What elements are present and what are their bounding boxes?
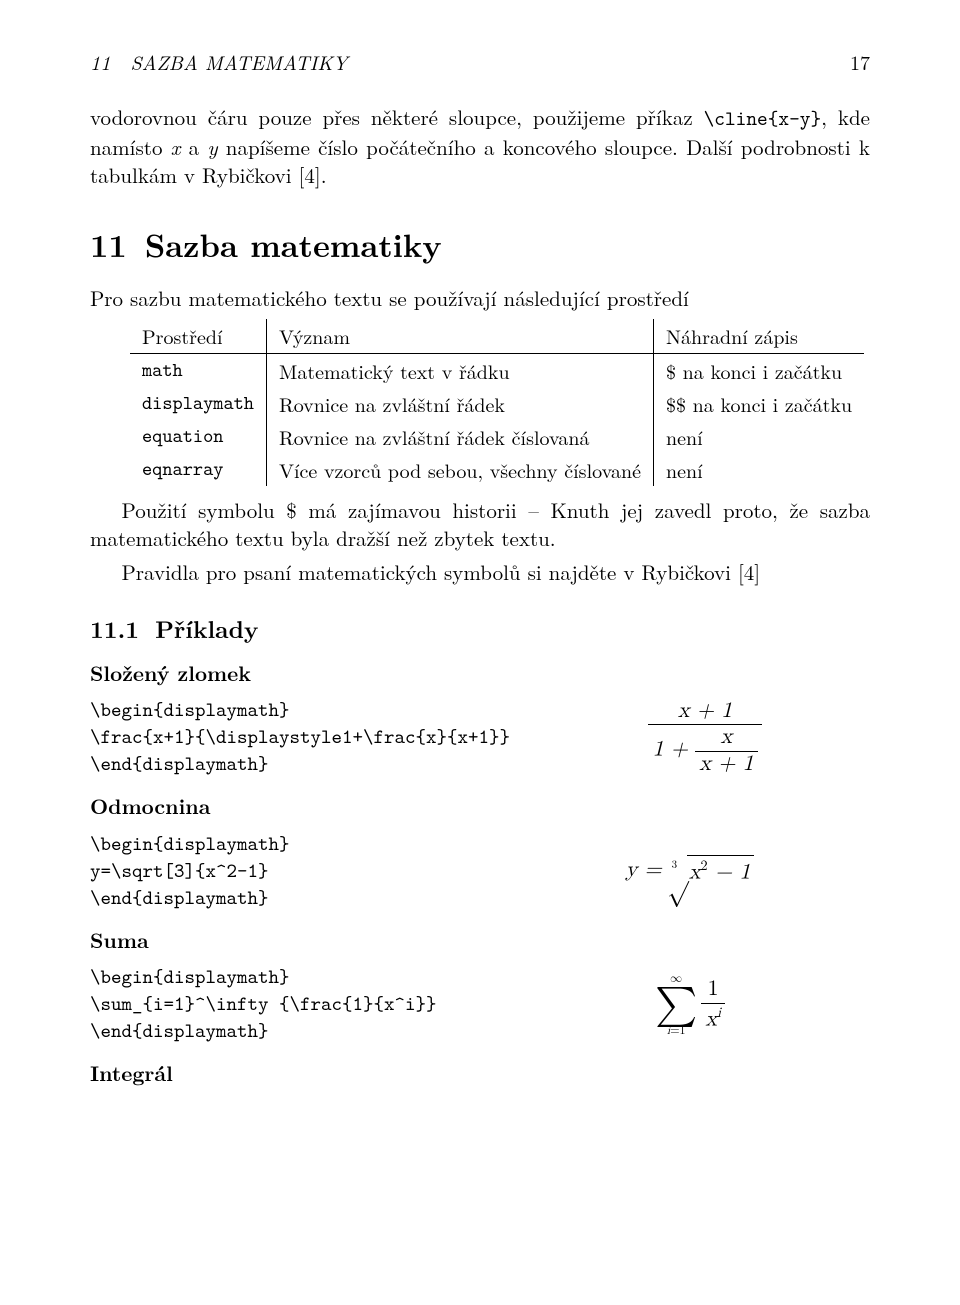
intro-text-c: a bbox=[180, 132, 207, 162]
radicand-sup: 2 bbox=[700, 858, 707, 873]
subsection-number: 11.1 bbox=[90, 612, 139, 646]
env-name: displaymath bbox=[130, 387, 266, 420]
env-meaning: Více vzorců pod sebou, všechny číslované bbox=[266, 453, 653, 486]
intro-text-a: vodorovnou čáru pouze přes některé sloup… bbox=[90, 102, 704, 132]
running-head-left: 11 SAZBA MATEMATIKY bbox=[90, 48, 348, 75]
code-block: \begin{displaymath} \sum_{i=1}^\infty {\… bbox=[90, 964, 480, 1045]
example-sum: \begin{displaymath} \sum_{i=1}^\infty {\… bbox=[90, 964, 870, 1045]
rules-note: Pravidla pro psaní matematických symbolů… bbox=[90, 558, 870, 586]
section-heading: 11 Sazba matematiky bbox=[90, 223, 870, 266]
inner-frac-num: x bbox=[717, 726, 737, 750]
cline-command: \cline{x-y} bbox=[704, 105, 822, 132]
table-row: displaymath Rovnice na zvláštní řádek $$… bbox=[130, 387, 864, 420]
var-y: y bbox=[207, 132, 217, 162]
math-output: ∞ ∑ i=1 1 xi bbox=[510, 973, 870, 1037]
example-heading-fraction: Složený zlomek bbox=[90, 659, 870, 687]
example-root: \begin{displaymath} y=\sqrt[3]{x^2-1} \e… bbox=[90, 831, 870, 912]
col-header-alt: Náhradní zápis bbox=[654, 319, 865, 354]
section-lead: Pro sazbu matematického textu se používa… bbox=[90, 284, 870, 312]
radical-icon: √ bbox=[667, 862, 689, 888]
knuth-note: Použití symbolu $ má zajímavou historii … bbox=[90, 496, 870, 553]
env-alt: není bbox=[654, 420, 865, 453]
example-fraction: \begin{displaymath} \frac{x+1}{\displays… bbox=[90, 697, 870, 778]
sum-frac-den-sup: i bbox=[717, 1005, 721, 1020]
sum-lower-rest: =1 bbox=[670, 1025, 685, 1037]
root-index: 3 bbox=[672, 859, 678, 874]
sum-frac-num: 1 bbox=[704, 978, 723, 1002]
env-alt: není bbox=[654, 453, 865, 486]
page-number: 17 bbox=[850, 48, 870, 75]
table-row: math Matematický text v řádku $ na konci… bbox=[130, 353, 864, 387]
lhs: y = bbox=[626, 856, 662, 886]
radicand-a: x bbox=[689, 861, 701, 883]
subsection-heading: 11.1 Příklady bbox=[90, 613, 870, 645]
section-title: Sazba matematiky bbox=[145, 222, 442, 267]
env-alt: $ na konci i začátku bbox=[654, 353, 865, 387]
example-heading-root: Odmocnina bbox=[90, 792, 870, 820]
example-heading-sum: Suma bbox=[90, 926, 870, 954]
running-header: 11 SAZBA MATEMATIKY 17 bbox=[90, 48, 870, 75]
env-name: eqnarray bbox=[130, 453, 266, 486]
code-block: \begin{displaymath} y=\sqrt[3]{x^2-1} \e… bbox=[90, 831, 480, 912]
sum-upper: ∞ bbox=[670, 973, 682, 985]
frac-den-left: 1 + bbox=[652, 739, 695, 761]
table-row: equation Rovnice na zvláštní řádek číslo… bbox=[130, 420, 864, 453]
section-number: 11 bbox=[90, 222, 127, 267]
subsection-title: Příklady bbox=[155, 612, 258, 646]
env-meaning: Rovnice na zvláštní řádek číslovaná bbox=[266, 420, 653, 453]
frac-numerator: x + 1 bbox=[674, 700, 736, 724]
sigma-icon: ∑ bbox=[655, 985, 697, 1025]
table-header-row: Prostředí Význam Náhradní zápis bbox=[130, 319, 864, 354]
intro-paragraph: vodorovnou čáru pouze přes některé sloup… bbox=[90, 103, 870, 189]
env-alt: $$ na konci i začátku bbox=[654, 387, 865, 420]
page: 11 SAZBA MATEMATIKY 17 vodorovnou čáru p… bbox=[0, 0, 960, 1305]
var-x: x bbox=[171, 132, 181, 162]
inner-frac-den: x + 1 bbox=[695, 751, 757, 776]
table-row: eqnarray Více vzorců pod sebou, všechny … bbox=[130, 453, 864, 486]
env-name: equation bbox=[130, 420, 266, 453]
sum-frac-den-a: x bbox=[705, 1008, 717, 1030]
col-header-env: Prostředí bbox=[130, 319, 266, 354]
example-heading-integral: Integrál bbox=[90, 1059, 870, 1087]
env-meaning: Matematický text v řádku bbox=[266, 353, 653, 387]
env-name: math bbox=[130, 353, 266, 387]
code-block: \begin{displaymath} \frac{x+1}{\displays… bbox=[90, 697, 510, 778]
radicand-b: − 1 bbox=[708, 861, 751, 883]
math-output: y = 3 √ x2 − 1 bbox=[510, 855, 870, 888]
env-meaning: Rovnice na zvláštní řádek bbox=[266, 387, 653, 420]
math-output: x + 1 1 + x x + 1 bbox=[540, 700, 870, 775]
col-header-meaning: Význam bbox=[266, 319, 653, 354]
summation-icon: ∞ ∑ i=1 bbox=[655, 973, 697, 1037]
environments-table: Prostředí Význam Náhradní zápis math Mat… bbox=[130, 319, 864, 486]
